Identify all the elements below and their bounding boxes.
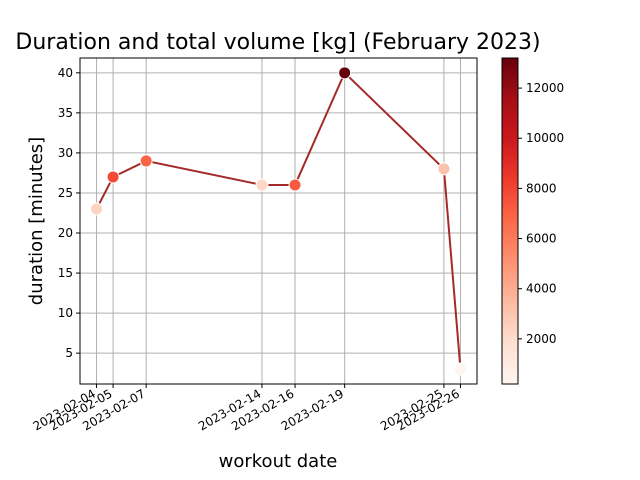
data-point — [338, 66, 352, 80]
y-tick-label: 10 — [58, 306, 73, 320]
colorbar-tick-label: 10000 — [526, 131, 564, 145]
colorbar-tick-label: 12000 — [526, 81, 564, 95]
data-point — [288, 178, 302, 192]
y-tick-label: 20 — [58, 226, 73, 240]
y-ticks: 5 10 15 20 25 30 35 40 — [58, 66, 80, 360]
data-point — [106, 170, 120, 184]
y-tick-label: 15 — [58, 266, 73, 280]
data-point — [453, 362, 467, 376]
data-point — [139, 154, 153, 168]
series-line — [95, 71, 462, 370]
y-axis-label: duration [minutes] — [26, 137, 47, 305]
data-point — [437, 162, 451, 176]
plot-frame — [79, 57, 478, 385]
colorbar-tick-label: 2000 — [526, 332, 557, 346]
data-point — [90, 202, 104, 216]
y-tick-label: 25 — [58, 186, 73, 200]
colorbar-tick-label: 6000 — [526, 232, 557, 246]
data-point — [255, 178, 269, 192]
chart-title: Duration and total volume [kg] (February… — [15, 30, 540, 55]
colorbar — [501, 57, 519, 385]
data-points — [90, 66, 467, 376]
y-tick-label: 35 — [58, 106, 73, 120]
colorbar-tick-label: 4000 — [526, 282, 557, 296]
colorbar-ticks: 2000 4000 6000 8000 10000 12000 — [518, 81, 564, 346]
y-tick-label: 40 — [58, 66, 73, 80]
y-tick-label: 5 — [65, 346, 73, 360]
x-axis-label: workout date — [219, 451, 338, 472]
colorbar-tick-label: 8000 — [526, 181, 557, 195]
y-tick-label: 30 — [58, 146, 73, 160]
grid-lines — [80, 58, 477, 384]
